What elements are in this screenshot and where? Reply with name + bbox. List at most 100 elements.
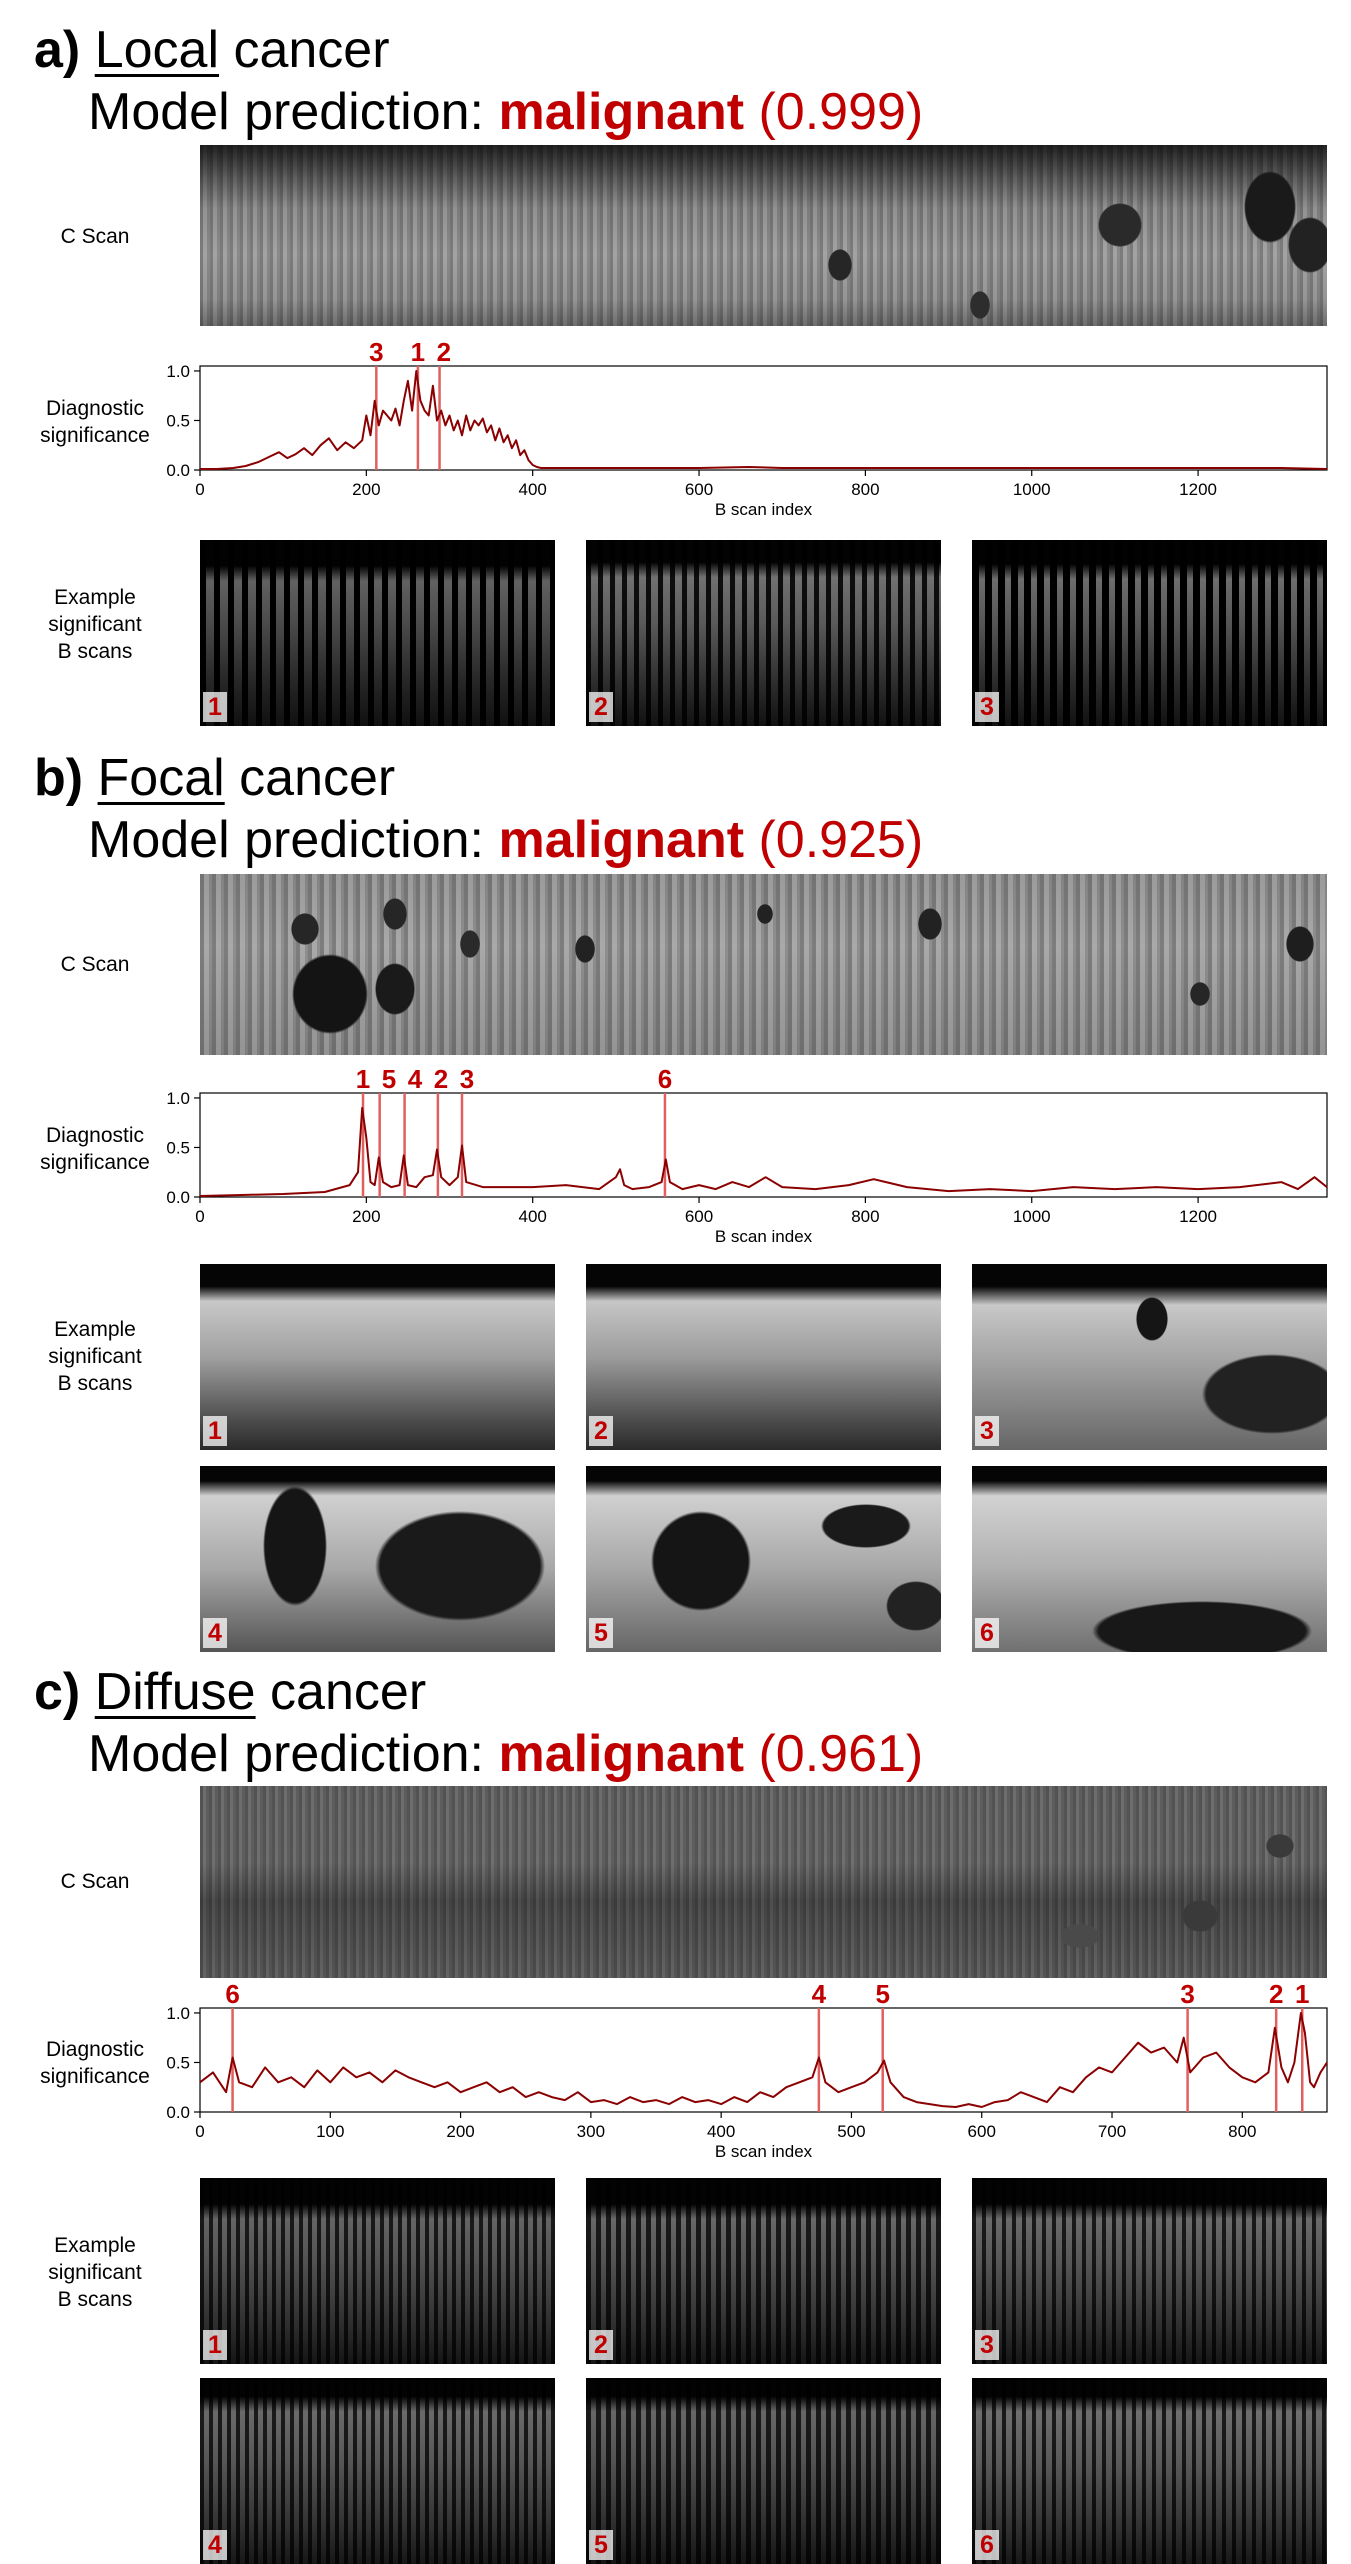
diagnostic-label: Diagnostic significance bbox=[0, 395, 190, 449]
example-label-line3: B scans bbox=[57, 640, 133, 663]
b-scan-number: 4 bbox=[203, 1618, 227, 1648]
significance-chart: 3 1 2 0.0 0.5 1.0 0 200 400 600 800 1000 1200 B scan … bbox=[166, 337, 1328, 519]
marker-label: 1 bbox=[356, 1064, 370, 1094]
panel-a: a) Local cancer Model prediction: malign… bbox=[0, 0, 1351, 740]
x-tick-label: 400 bbox=[707, 2122, 735, 2141]
diagnostic-label: Diagnostic significance bbox=[0, 2036, 190, 2090]
prediction-class: malignant bbox=[498, 811, 745, 869]
example-label-line2: significant bbox=[48, 1345, 142, 1368]
marker-label: 1 bbox=[411, 337, 425, 367]
b-scan-number: 3 bbox=[975, 2330, 999, 2360]
marker-label: 3 bbox=[369, 337, 383, 367]
diagnostic-label-line1: Diagnostic bbox=[45, 2038, 145, 2061]
prediction-class: malignant bbox=[498, 83, 745, 141]
x-tick-label: 200 bbox=[352, 480, 380, 499]
panel-letter: a) bbox=[34, 21, 81, 79]
example-label-line1: Example bbox=[54, 1318, 136, 1341]
x-tick-label: 1200 bbox=[1179, 480, 1217, 499]
panel-letter: b) bbox=[34, 749, 84, 807]
cancer-suffix: cancer bbox=[224, 749, 396, 807]
cancer-type: Focal bbox=[97, 749, 225, 807]
cancer-type: Local bbox=[94, 21, 220, 79]
axes-frame bbox=[199, 1092, 1328, 1198]
x-tick-label: 400 bbox=[519, 480, 547, 499]
marker-label: 5 bbox=[875, 1979, 889, 2009]
example-label-line3: B scans bbox=[57, 2288, 133, 2311]
b-scan-image: 1 bbox=[200, 2178, 555, 2364]
x-tick-label: 400 bbox=[519, 1207, 547, 1226]
example-label: Example significant B scans bbox=[0, 2232, 190, 2313]
marker-label: 6 bbox=[225, 1979, 239, 2009]
marker-label: 5 bbox=[382, 1064, 396, 1094]
model-prediction: Model prediction: malignant (0.925) bbox=[88, 814, 923, 866]
b-scan-number: 1 bbox=[203, 1416, 227, 1446]
b-scan-number: 4 bbox=[203, 2530, 227, 2560]
c-scan-label: C Scan bbox=[60, 953, 130, 976]
example-label-line2: significant bbox=[48, 613, 142, 636]
marker-label: 2 bbox=[434, 1064, 448, 1094]
model-prediction: Model prediction: malignant (0.961) bbox=[88, 1728, 923, 1780]
marker-label: 2 bbox=[1269, 1979, 1283, 2009]
b-scan-number: 2 bbox=[589, 692, 613, 722]
x-tick-label: 300 bbox=[577, 2122, 605, 2141]
x-tick-label: 1000 bbox=[1013, 480, 1051, 499]
b-scan-image: 1 bbox=[200, 1264, 555, 1450]
marker-label: 2 bbox=[437, 337, 451, 367]
prediction-class: malignant bbox=[498, 1725, 745, 1783]
y-tick-label: 0.5 bbox=[166, 411, 190, 430]
diagnostic-label: Diagnostic significance bbox=[0, 1122, 190, 1176]
axes-frame bbox=[199, 2007, 1328, 2113]
c-scan-label: C Scan bbox=[60, 225, 130, 248]
x-tick-label: 800 bbox=[851, 480, 879, 499]
b-scan-number: 6 bbox=[975, 1618, 999, 1648]
b-scan-image: 2 bbox=[586, 1264, 941, 1450]
x-tick-label: 200 bbox=[446, 2122, 474, 2141]
panel-title: a) Local cancer bbox=[34, 24, 390, 76]
y-tick-label: 1.0 bbox=[166, 362, 190, 381]
x-tick-label: 1200 bbox=[1179, 1207, 1217, 1226]
axes-frame bbox=[199, 365, 1328, 471]
example-label: Example significant B scans bbox=[0, 584, 190, 665]
x-tick-label: 600 bbox=[968, 2122, 996, 2141]
prediction-probability: (0.999) bbox=[758, 83, 924, 141]
b-scan-number: 5 bbox=[589, 1618, 613, 1648]
example-label-line1: Example bbox=[54, 586, 136, 609]
b-scan-number: 3 bbox=[975, 1416, 999, 1446]
y-tick-label: 0.0 bbox=[166, 2103, 190, 2122]
b-scan-image: 2 bbox=[586, 540, 941, 726]
c-scan-label: C Scan bbox=[60, 1870, 130, 1893]
c-scan-image bbox=[200, 145, 1327, 326]
example-label-line1: Example bbox=[54, 2234, 136, 2257]
significance-series-line bbox=[199, 2012, 1328, 2108]
y-tick-label: 0.0 bbox=[166, 1188, 190, 1207]
b-scan-image: 6 bbox=[972, 2378, 1327, 2564]
example-label: Example significant B scans bbox=[0, 1316, 190, 1397]
y-tick-label: 1.0 bbox=[166, 2004, 190, 2023]
b-scan-image: 4 bbox=[200, 2378, 555, 2564]
x-tick-label: 800 bbox=[851, 1207, 879, 1226]
y-tick-label: 0.5 bbox=[166, 2053, 190, 2072]
significance-series-line bbox=[200, 370, 1328, 470]
b-scan-image: 6 bbox=[972, 1466, 1327, 1652]
diagnostic-label-line1: Diagnostic bbox=[45, 1124, 145, 1147]
b-scan-number: 1 bbox=[203, 2330, 227, 2360]
panel-title: c) Diffuse cancer bbox=[34, 1666, 426, 1718]
x-tick-label: 500 bbox=[837, 2122, 865, 2141]
panel-b: b) Focal cancer Model prediction: malign… bbox=[0, 752, 1328, 1652]
y-tick-label: 0.0 bbox=[166, 461, 190, 480]
c-scan-image bbox=[200, 874, 1327, 1055]
x-tick-label: 700 bbox=[1098, 2122, 1126, 2141]
x-tick-label: 0 bbox=[195, 2122, 204, 2141]
panel-title: b) Focal cancer bbox=[34, 752, 395, 804]
y-tick-label: 1.0 bbox=[166, 1089, 190, 1108]
b-scan-number: 2 bbox=[589, 1416, 613, 1446]
prediction-label: Model prediction: bbox=[88, 811, 484, 869]
cancer-type: Diffuse bbox=[94, 1663, 256, 1721]
x-axis-label: B scan index bbox=[715, 1227, 813, 1246]
x-tick-label: 800 bbox=[1228, 2122, 1256, 2141]
b-scan-number: 6 bbox=[975, 2530, 999, 2560]
x-tick-label: 0 bbox=[195, 480, 204, 499]
c-scan-image bbox=[200, 1786, 1327, 1978]
example-label-line3: B scans bbox=[57, 1372, 133, 1395]
